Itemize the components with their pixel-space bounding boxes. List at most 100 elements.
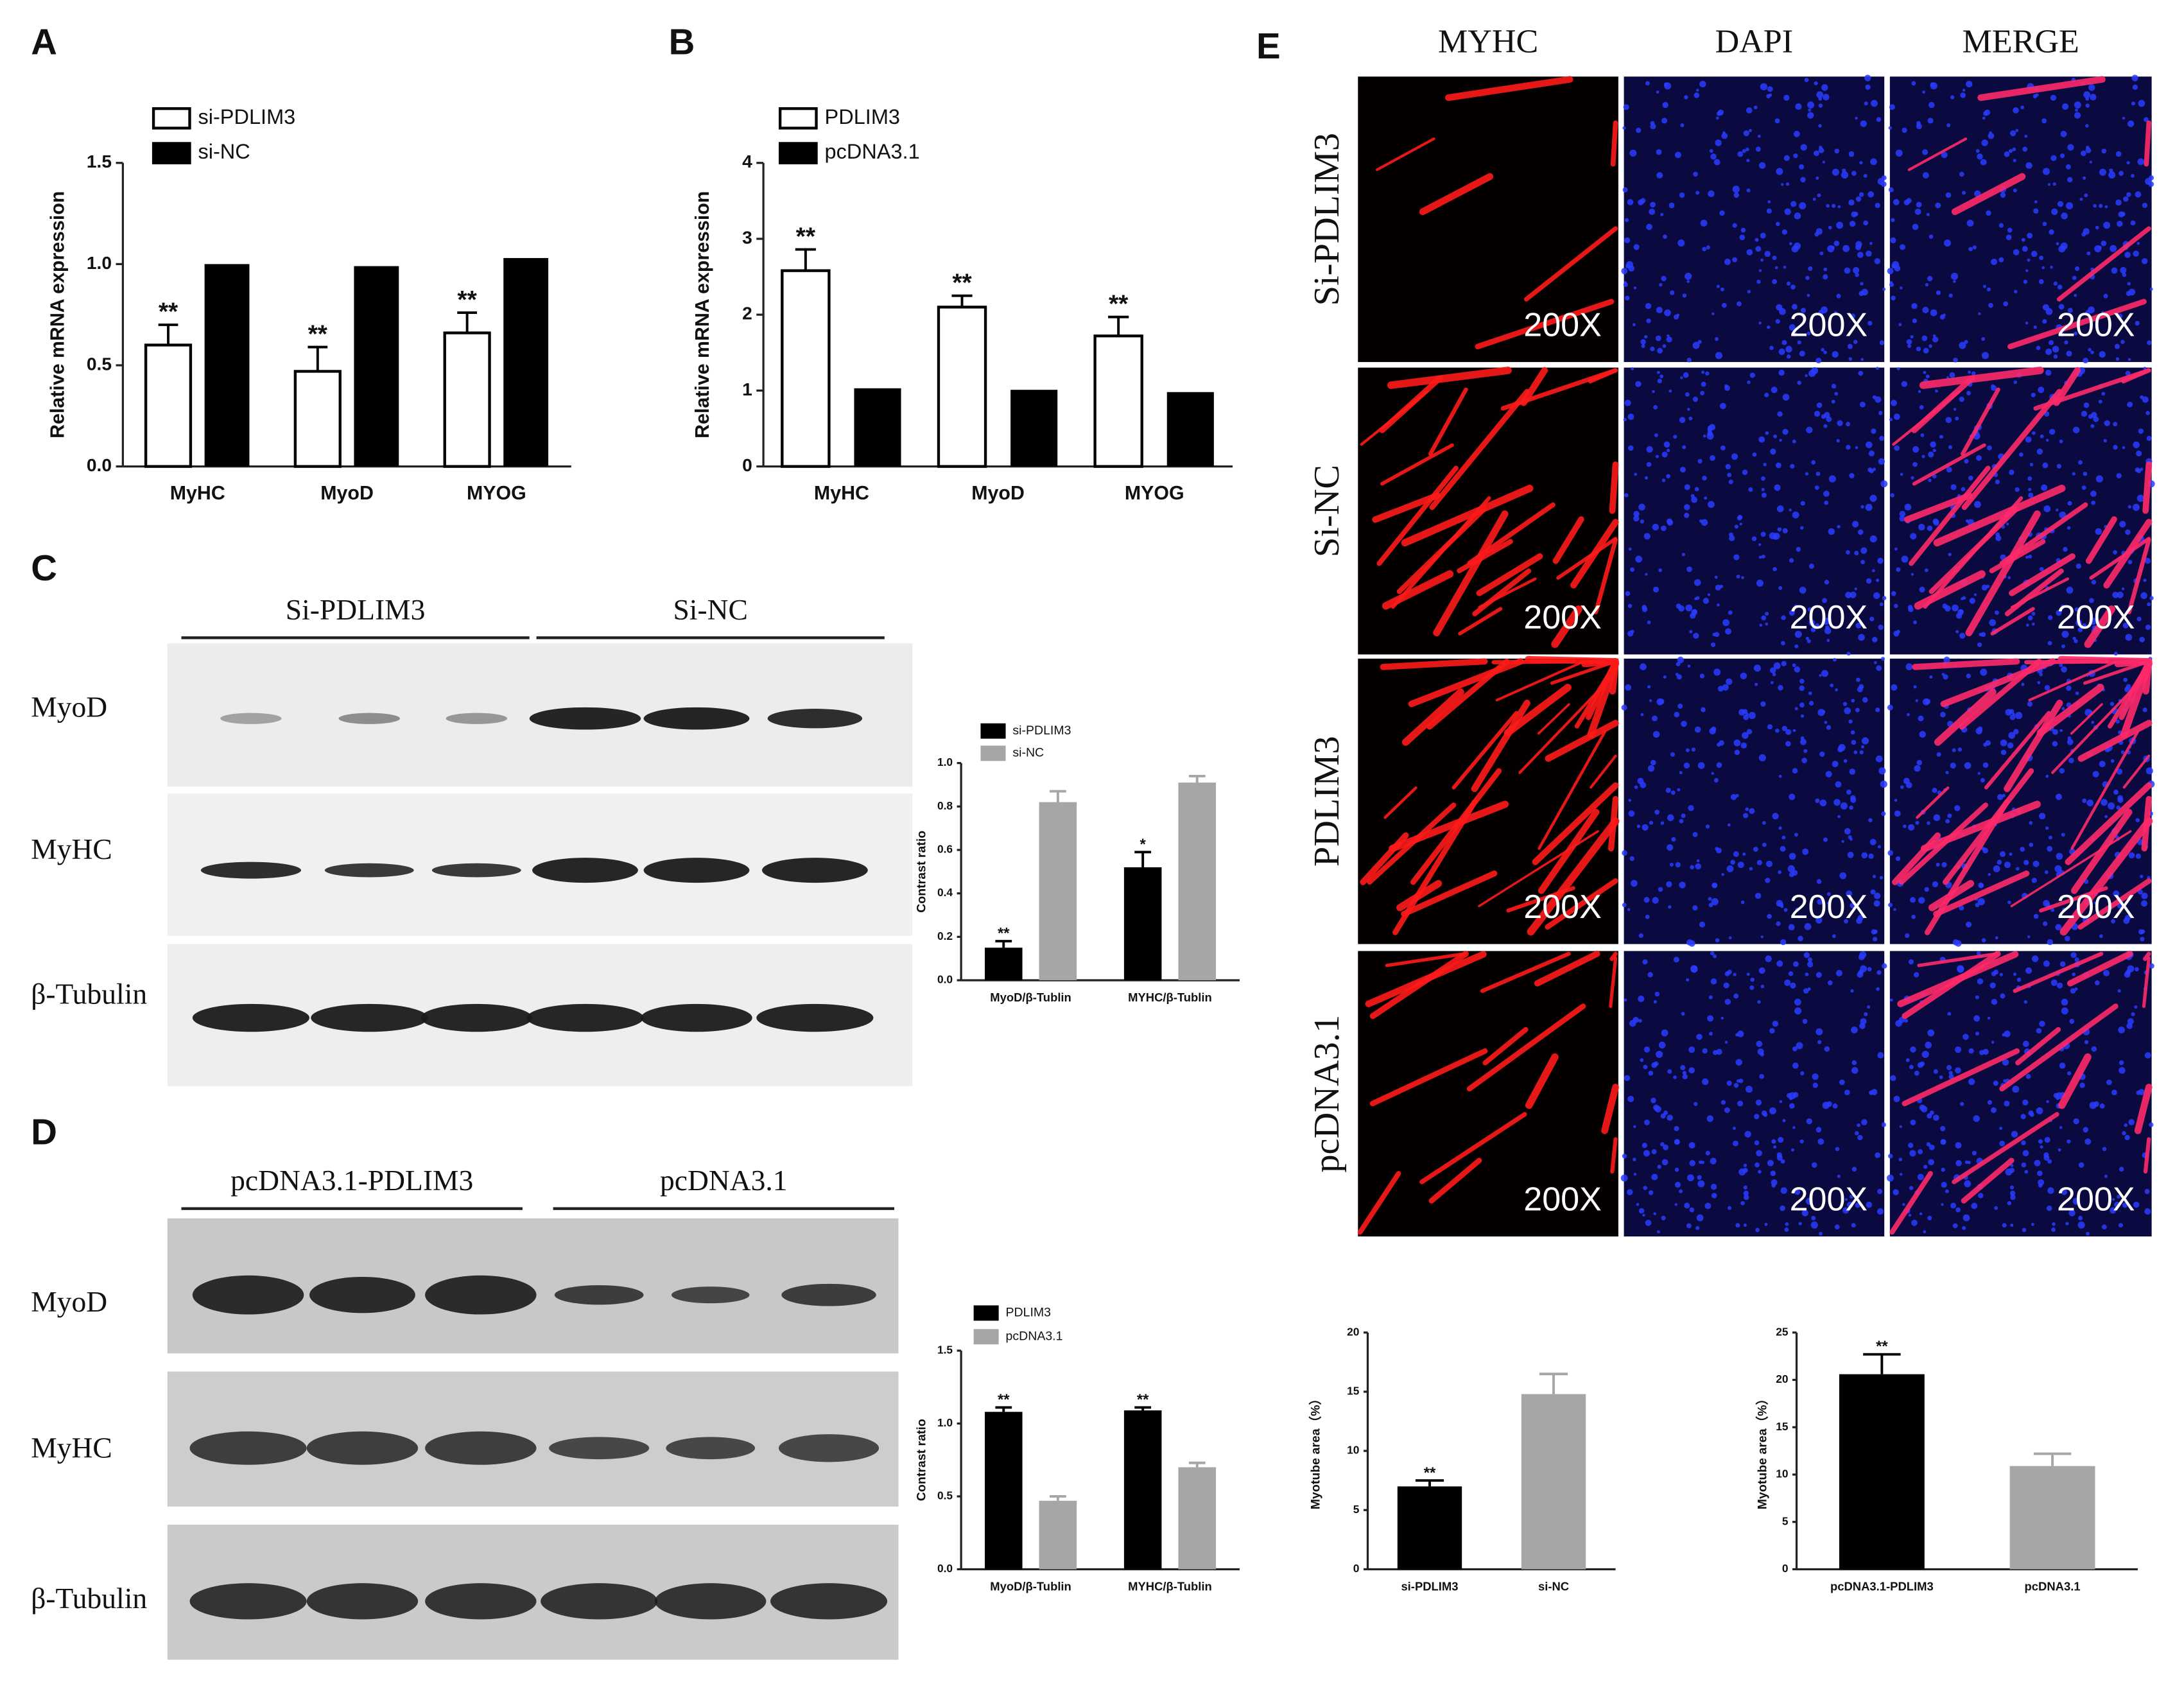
nucleus [1647, 685, 1651, 689]
nucleus [1655, 335, 1661, 342]
nucleus [1758, 436, 1765, 443]
nucleus [2051, 208, 2058, 215]
nucleus [2042, 462, 2049, 469]
nucleus [1784, 1227, 1789, 1232]
nucleus [1642, 1143, 1647, 1148]
nucleus [2039, 1021, 2045, 1027]
nucleus [1760, 258, 1764, 262]
nucleus [1860, 358, 1864, 361]
nucleus [1919, 586, 1925, 593]
nucleus [2083, 402, 2090, 408]
nucleus [1943, 313, 1946, 317]
nucleus [1784, 208, 1791, 215]
nucleus [2031, 392, 2036, 397]
nucleus [2132, 503, 2140, 511]
nucleus [1652, 523, 1660, 531]
nucleus [1743, 1224, 1747, 1227]
nucleus [2009, 852, 2013, 856]
nucleus [1666, 881, 1672, 888]
error-bar [995, 1406, 1012, 1412]
nucleus [1810, 627, 1816, 632]
nucleus [2104, 420, 2110, 426]
nucleus [1817, 1138, 1824, 1145]
nucleus [1763, 462, 1767, 467]
blot-band [324, 863, 414, 878]
nucleus [2130, 220, 2136, 226]
nucleus [1965, 921, 1972, 928]
nucleus [1834, 392, 1839, 396]
nucleus [1680, 376, 1683, 379]
nucleus [1645, 914, 1650, 919]
magnification-label: 200X [1523, 599, 1602, 636]
nucleus [1794, 604, 1798, 608]
nucleus [2059, 961, 2066, 967]
nucleus [1658, 887, 1663, 892]
nucleus [1803, 952, 1810, 958]
nucleus [1743, 1190, 1749, 1196]
nucleus [1793, 961, 1799, 967]
nucleus [1866, 250, 1872, 257]
nucleus [1686, 280, 1690, 283]
nucleus [1674, 152, 1681, 159]
bar [1178, 1467, 1217, 1570]
nucleus [2099, 168, 2106, 176]
nucleus [1928, 234, 1934, 239]
nucleus [2084, 1138, 2092, 1145]
nucleus [1977, 772, 1980, 775]
nucleus [2059, 663, 2063, 668]
nucleus [1656, 91, 1660, 94]
nucleus [1674, 1181, 1681, 1188]
nucleus [1746, 159, 1750, 162]
nucleus [1649, 208, 1656, 215]
nucleus [1647, 620, 1651, 625]
nucleus [2088, 414, 2093, 419]
nucleus [1855, 244, 1862, 250]
nucleus [1623, 282, 1628, 288]
nucleus [2123, 677, 2128, 682]
nucleus [2144, 1189, 2150, 1195]
nucleus [1870, 158, 1877, 166]
nucleus [2121, 587, 2125, 591]
nucleus [1642, 605, 1647, 610]
blot-row-label: β-Tubulin [31, 977, 147, 1010]
nucleus [2054, 865, 2062, 872]
y-tick-label: 1.5 [87, 151, 112, 171]
nucleus [2074, 957, 2079, 962]
myotube [1476, 553, 1543, 596]
nucleus [1792, 663, 1796, 668]
nucleus [1727, 823, 1731, 827]
nucleus [1632, 323, 1636, 327]
y-tick-label: 1 [742, 379, 752, 399]
nucleus [1975, 149, 1980, 153]
nucleus [1801, 1209, 1808, 1217]
nucleus [1954, 805, 1961, 811]
nucleus [1792, 1062, 1799, 1069]
nucleus [1733, 554, 1740, 560]
nucleus [1627, 603, 1633, 609]
y-tick-label: 0.4 [937, 886, 953, 899]
blot-band [770, 1583, 888, 1620]
nucleus [1859, 160, 1863, 165]
nucleus [1929, 675, 1933, 679]
y-tick-label: 10 [1776, 1468, 1788, 1480]
nucleus [1816, 1127, 1822, 1133]
nucleus [1858, 370, 1864, 376]
nucleus [2085, 1231, 2090, 1236]
nucleus [1876, 970, 1882, 975]
blot-group-label: pcDNA3.1-PDLIM3 [230, 1164, 473, 1197]
myotube [2067, 950, 2133, 987]
nucleus [1903, 824, 1907, 828]
nucleus [1733, 993, 1739, 999]
significance-label: ** [457, 286, 477, 314]
magnification-label: 200X [2057, 1181, 2135, 1218]
myotube [1537, 703, 1570, 735]
nucleus [1724, 258, 1731, 265]
nucleus [1900, 472, 1903, 476]
micrograph [1624, 367, 1885, 655]
nucleus [1688, 1067, 1695, 1074]
nucleus [1857, 252, 1864, 258]
nucleus [1874, 258, 1881, 264]
nucleus [2124, 252, 2131, 258]
legend-label: si-PDLIM3 [198, 105, 296, 128]
nucleus [1709, 149, 1713, 153]
